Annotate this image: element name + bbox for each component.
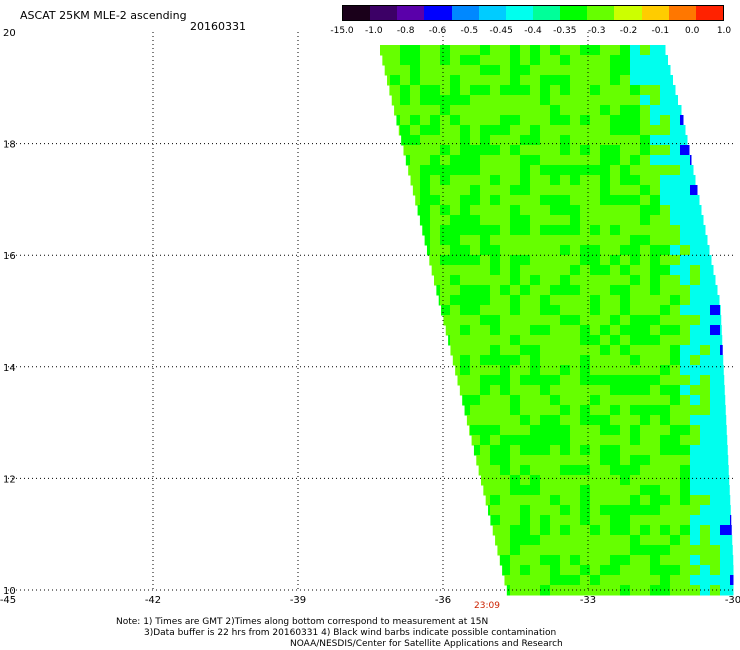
map-date: 20160331 (190, 20, 246, 33)
note-line-1: Note: 1) Times are GMT 2)Times along bot… (116, 617, 489, 627)
note-line-2: 3)Data buffer is 22 hrs from 20160331 4)… (144, 628, 557, 638)
lon-tick-label: -33 (580, 595, 596, 606)
lon-tick-label: -42 (145, 595, 161, 606)
color-scale-label: -0.6 (428, 26, 447, 36)
lat-tick-label: 16 (3, 251, 16, 262)
axis-labels: -45 -42 -39 -36 -33 -30 20 18 16 14 12 10 (0, 28, 740, 606)
color-scale-label: -0.8 (396, 26, 415, 36)
color-swatch-9 (587, 6, 615, 20)
lat-tick-label: 10 (3, 586, 16, 597)
lat-tick-label: 12 (3, 474, 16, 485)
lat-lon-grid (8, 32, 733, 591)
color-scale-label: -0.3 (587, 26, 606, 36)
color-swatch-8 (560, 6, 588, 20)
color-swatch-12 (668, 6, 696, 20)
note-line-3: NOAA/NESDIS/Center for Satellite Applica… (290, 639, 563, 649)
lat-tick-label: 18 (3, 140, 16, 151)
color-swatch-11 (641, 6, 669, 20)
color-swatch-3 (424, 6, 452, 20)
satellite-swath (380, 45, 734, 596)
color-swatch-0 (343, 6, 371, 20)
lon-tick-label: -39 (290, 595, 306, 606)
color-swatch-1 (370, 6, 398, 20)
color-swatch-7 (532, 6, 561, 20)
lat-tick-label: 20 (3, 28, 16, 39)
color-scale-label: 1.0 (716, 26, 732, 36)
color-swatch-13 (695, 6, 723, 20)
lon-tick-label: -36 (435, 595, 451, 606)
lon-tick-label: -30 (725, 595, 740, 606)
color-swatch-4 (451, 6, 479, 20)
color-scale-label: 0.0 (684, 26, 700, 36)
color-scale-label: -0.5 (460, 26, 479, 36)
color-scale-label: -0.1 (651, 26, 670, 36)
color-scale-label: -0.2 (619, 26, 638, 36)
color-scale-bar (342, 5, 724, 21)
color-swatch-2 (397, 6, 425, 20)
color-scale-label: -0.45 (489, 26, 513, 36)
map-title: ASCAT 25KM MLE-2 ascending (20, 9, 187, 22)
time-label: 23:09 (474, 601, 500, 611)
lat-tick-label: 14 (3, 363, 16, 374)
lon-tick-label: -45 (0, 595, 16, 606)
color-scale-label: -0.35 (553, 26, 577, 36)
color-swatch-6 (505, 6, 533, 20)
wind-map: -45 -42 -39 -36 -33 -30 20 18 16 14 12 10 (0, 28, 740, 606)
color-swatch-5 (478, 6, 506, 20)
color-scale-label: -15.0 (330, 26, 354, 36)
color-swatch-10 (614, 6, 642, 20)
color-scale-label: -1.0 (365, 26, 383, 36)
color-scale-labels: -15.0 -1.0 -0.8 -0.6 -0.5 -0.45 -0.4 -0.35 -0.3 -… (330, 26, 740, 38)
color-scale-label: -0.4 (524, 26, 542, 36)
